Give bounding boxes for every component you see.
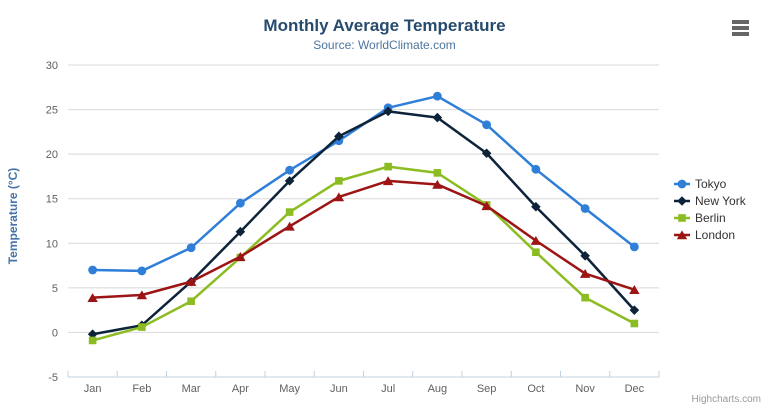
chart-subtitle: Source: WorldClimate.com bbox=[313, 38, 456, 52]
y-tick-label-30: 30 bbox=[46, 60, 58, 72]
legend-symbol-square-icon bbox=[674, 213, 690, 222]
new-york-point-may[interactable] bbox=[284, 176, 295, 186]
chart-title: Monthly Average Temperature bbox=[263, 16, 506, 35]
legend-marker-berlin bbox=[678, 213, 686, 222]
tokyo-point-nov[interactable] bbox=[580, 204, 590, 213]
legend-item-london[interactable]: London bbox=[674, 226, 746, 243]
new-york-point-apr[interactable] bbox=[235, 226, 246, 237]
berlin-point-aug[interactable] bbox=[433, 169, 442, 177]
new-york-line bbox=[91, 110, 636, 336]
london-point-sep[interactable] bbox=[481, 201, 492, 211]
legend-label-tokyo: Tokyo bbox=[695, 176, 727, 191]
y-tick-label-20: 20 bbox=[46, 149, 58, 161]
legend-marker-tokyo bbox=[677, 179, 687, 188]
x-tick-label-nov: Nov bbox=[575, 383, 595, 395]
legend-symbol-triangle-icon bbox=[674, 229, 690, 239]
berlin-line bbox=[91, 165, 636, 342]
y-tick-label--5: -5 bbox=[48, 372, 58, 384]
x-tick-label-sep: Sep bbox=[477, 383, 497, 395]
new-york-point-aug[interactable] bbox=[432, 112, 443, 123]
series-new-york bbox=[87, 106, 640, 340]
y-tick-label-15: 15 bbox=[46, 194, 58, 206]
x-tick-label-may: May bbox=[279, 383, 300, 395]
y-tick-label-5: 5 bbox=[52, 283, 58, 295]
legend-label-berlin: Berlin bbox=[695, 210, 726, 225]
berlin-point-jun[interactable] bbox=[335, 177, 343, 185]
tokyo-point-aug[interactable] bbox=[432, 91, 442, 101]
x-tick-label-apr: Apr bbox=[232, 383, 249, 395]
tokyo-line bbox=[91, 94, 636, 273]
berlin-point-jul[interactable] bbox=[384, 162, 392, 171]
london-point-aug[interactable] bbox=[432, 179, 443, 189]
x-tick-label-aug: Aug bbox=[428, 383, 448, 395]
legend-item-tokyo[interactable]: Tokyo bbox=[674, 175, 746, 192]
new-york-point-jun[interactable] bbox=[334, 131, 344, 142]
series-tokyo bbox=[88, 91, 639, 276]
legend-marker-london bbox=[676, 229, 688, 239]
y-tick-label-0: 0 bbox=[52, 327, 58, 339]
london-point-feb[interactable] bbox=[136, 290, 148, 300]
london-point-mar[interactable] bbox=[185, 277, 197, 286]
legend-item-new-york[interactable]: New York bbox=[674, 192, 746, 209]
x-tick-label-jun: Jun bbox=[330, 383, 348, 395]
x-tick-label-jan: Jan bbox=[84, 383, 102, 395]
tokyo-point-may[interactable] bbox=[285, 165, 295, 175]
london-point-jan[interactable] bbox=[87, 293, 98, 302]
london-line bbox=[91, 179, 636, 299]
legend-marker-new-york bbox=[677, 195, 687, 206]
london-point-jul[interactable] bbox=[382, 176, 394, 186]
tokyo-point-oct[interactable] bbox=[531, 164, 541, 174]
series-london bbox=[87, 176, 640, 302]
berlin-point-mar[interactable] bbox=[187, 297, 195, 306]
new-york-point-nov[interactable] bbox=[580, 250, 590, 261]
berlin-point-dec[interactable] bbox=[630, 319, 639, 328]
y-tick-label-25: 25 bbox=[46, 105, 58, 117]
y-axis-title: Temperature (°C) bbox=[6, 167, 20, 265]
legend: Tokyo New York Berlin London bbox=[674, 175, 746, 243]
new-york-point-jul[interactable] bbox=[383, 106, 393, 117]
credits-link[interactable]: Highcharts.com bbox=[691, 394, 761, 405]
london-point-dec[interactable] bbox=[629, 285, 640, 294]
x-tick-label-oct: Oct bbox=[527, 383, 544, 395]
new-york-point-jan[interactable] bbox=[87, 329, 98, 340]
legend-item-berlin[interactable]: Berlin bbox=[674, 209, 746, 226]
new-york-point-dec[interactable] bbox=[629, 305, 640, 315]
london-point-oct[interactable] bbox=[530, 236, 542, 245]
y-tick-label-10: 10 bbox=[46, 238, 58, 250]
berlin-point-feb[interactable] bbox=[138, 323, 146, 331]
tokyo-point-apr[interactable] bbox=[235, 198, 245, 208]
new-york-point-sep[interactable] bbox=[481, 148, 492, 159]
berlin-point-jan[interactable] bbox=[88, 336, 97, 345]
x-tick-label-dec: Dec bbox=[625, 383, 645, 395]
legend-symbol-diamond-icon bbox=[674, 195, 690, 206]
hamburger-icon bbox=[732, 20, 752, 36]
tokyo-point-sep[interactable] bbox=[482, 120, 492, 130]
london-point-nov[interactable] bbox=[579, 268, 591, 278]
berlin-point-may[interactable] bbox=[285, 208, 294, 216]
london-point-apr[interactable] bbox=[235, 252, 246, 261]
berlin-point-oct[interactable] bbox=[532, 248, 540, 256]
tokyo-point-mar[interactable] bbox=[186, 243, 196, 253]
berlin-point-nov[interactable] bbox=[581, 293, 589, 302]
london-point-jun[interactable] bbox=[333, 192, 345, 202]
new-york-point-oct[interactable] bbox=[531, 201, 541, 212]
legend-symbol-circle-icon bbox=[674, 179, 690, 188]
x-tick-label-feb: Feb bbox=[132, 383, 151, 395]
legend-label-london: London bbox=[695, 227, 736, 242]
tokyo-point-jan[interactable] bbox=[88, 265, 98, 275]
x-tick-label-mar: Mar bbox=[182, 383, 201, 395]
tokyo-point-dec[interactable] bbox=[629, 242, 639, 252]
chart-context-menu-button[interactable] bbox=[730, 17, 754, 39]
x-tick-label-jul: Jul bbox=[381, 383, 395, 395]
legend-label-new-york: New York bbox=[695, 193, 746, 208]
tokyo-point-feb[interactable] bbox=[137, 266, 147, 276]
london-point-may[interactable] bbox=[284, 221, 295, 231]
